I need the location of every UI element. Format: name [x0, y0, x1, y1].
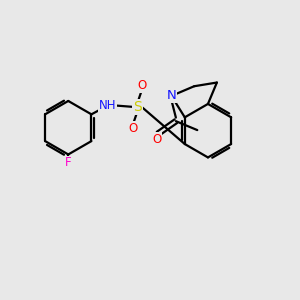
- Text: S: S: [133, 100, 142, 114]
- Text: O: O: [137, 79, 147, 92]
- Text: O: O: [152, 133, 161, 146]
- Text: N: N: [167, 89, 176, 102]
- Text: F: F: [65, 156, 72, 169]
- Text: NH: NH: [99, 99, 116, 112]
- Text: O: O: [128, 122, 138, 135]
